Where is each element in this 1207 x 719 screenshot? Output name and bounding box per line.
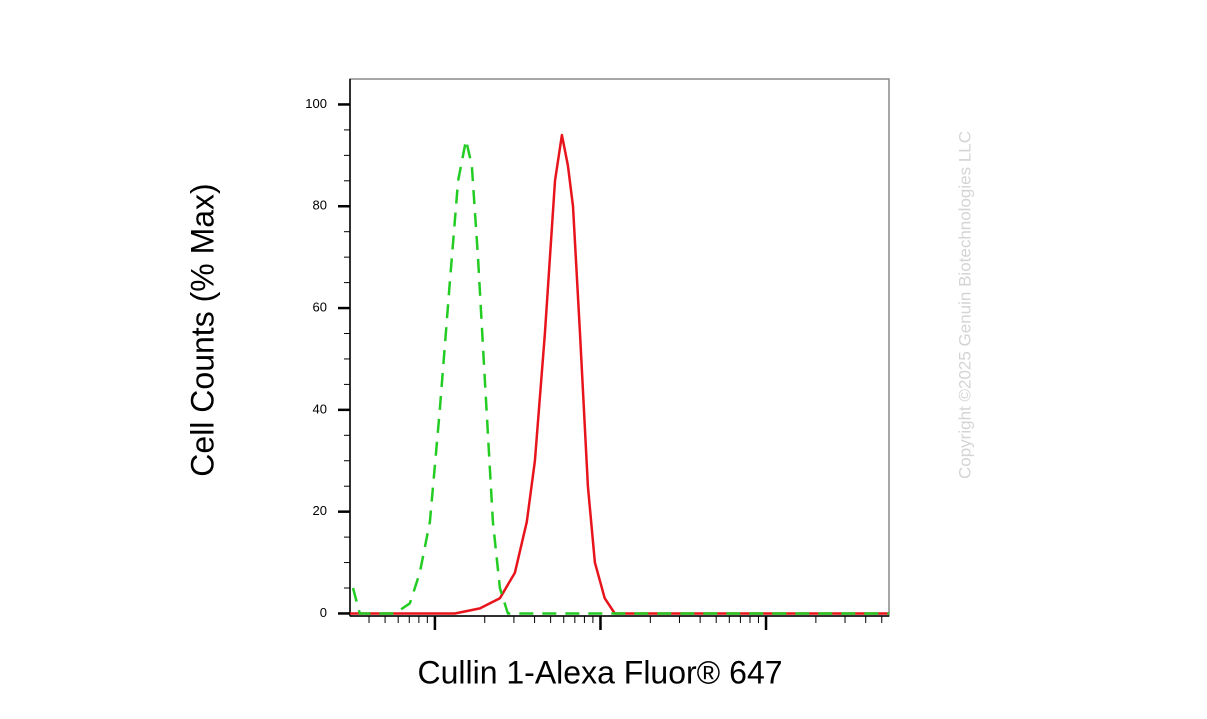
y-tick-label: 40 — [313, 401, 327, 416]
y-tick-label: 100 — [305, 96, 327, 111]
y-tick-label: 80 — [313, 198, 327, 213]
y-tick-label: 60 — [313, 299, 327, 314]
watermark: Copyright ©2025 Genuin Biotechnologies L… — [955, 131, 974, 479]
y-axis-label: Cell Counts (% Max) — [184, 183, 220, 476]
y-tick-label: 20 — [313, 503, 327, 518]
plot-frame — [349, 78, 890, 617]
y-tick-label: 0 — [320, 605, 327, 620]
x-axis-label: Cullin 1-Alexa Fluor® 647 — [417, 654, 782, 690]
series-line — [350, 133, 889, 615]
series-line — [351, 138, 889, 615]
